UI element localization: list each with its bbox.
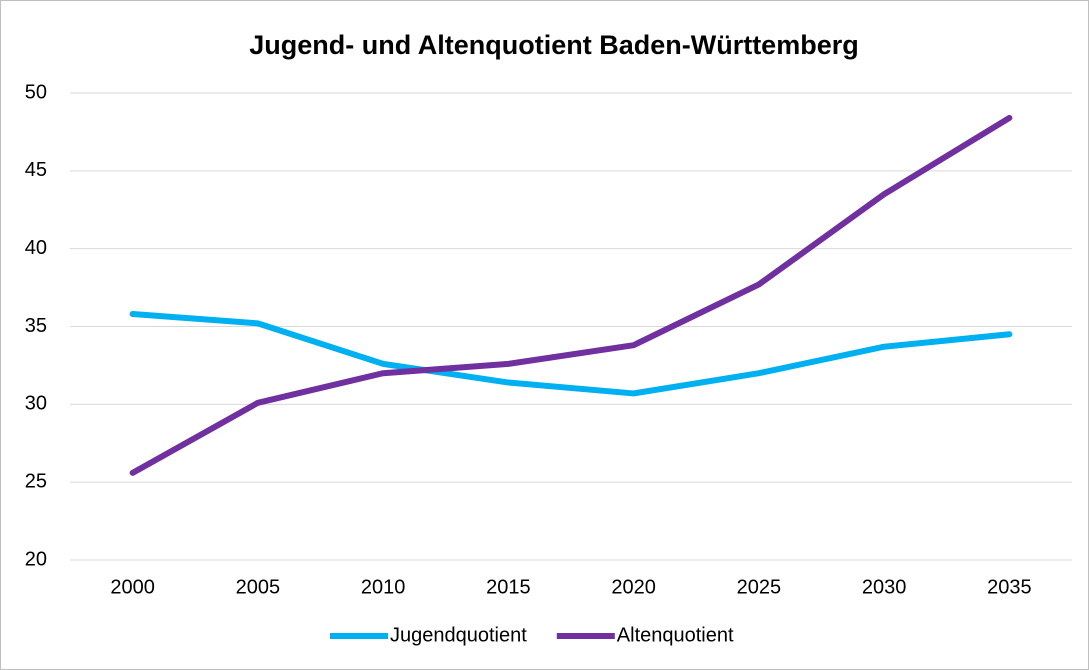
x-tick-label: 2000 bbox=[110, 576, 155, 598]
y-tick-label: 25 bbox=[25, 470, 47, 492]
y-tick-label: 30 bbox=[25, 393, 47, 415]
x-tick-label: 2030 bbox=[862, 576, 907, 598]
series-line bbox=[129, 311, 1013, 397]
y-tick-label: 20 bbox=[25, 548, 47, 570]
x-tick-label: 2020 bbox=[611, 576, 656, 598]
x-tick-label: 2010 bbox=[361, 576, 406, 598]
y-tick-label: 45 bbox=[25, 159, 47, 181]
y-tick-label: 50 bbox=[25, 81, 47, 103]
chart-title: Jugend- und Altenquotient Baden-Württemb… bbox=[249, 30, 858, 60]
x-tick-label: 2005 bbox=[236, 576, 281, 598]
y-tick-label: 40 bbox=[25, 237, 47, 259]
x-tick-label: 2035 bbox=[987, 576, 1032, 598]
legend-label: Altenquotient bbox=[617, 624, 734, 646]
x-tick-label: 2025 bbox=[737, 576, 782, 598]
y-tick-label: 35 bbox=[25, 315, 47, 337]
series-line bbox=[129, 114, 1013, 476]
legend-label: Jugendquotient bbox=[390, 624, 527, 646]
x-tick-label: 2015 bbox=[486, 576, 531, 598]
